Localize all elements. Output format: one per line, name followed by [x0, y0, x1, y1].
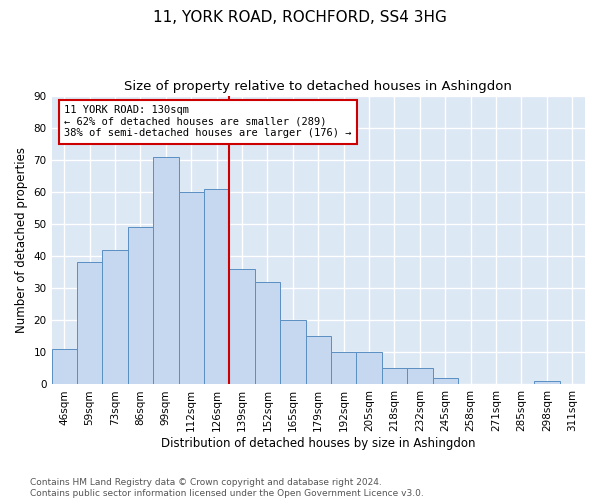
Bar: [128, 227, 153, 384]
Bar: [179, 192, 204, 384]
Bar: [407, 368, 433, 384]
Bar: [382, 368, 407, 384]
Y-axis label: Number of detached properties: Number of detached properties: [15, 147, 28, 333]
Bar: [229, 269, 255, 384]
Bar: [280, 320, 305, 384]
Bar: [52, 349, 77, 384]
Bar: [103, 250, 128, 384]
Bar: [77, 262, 103, 384]
Bar: [153, 156, 179, 384]
Bar: [255, 282, 280, 385]
Bar: [356, 352, 382, 384]
Text: Contains HM Land Registry data © Crown copyright and database right 2024.
Contai: Contains HM Land Registry data © Crown c…: [30, 478, 424, 498]
Title: Size of property relative to detached houses in Ashingdon: Size of property relative to detached ho…: [124, 80, 512, 93]
Bar: [204, 188, 229, 384]
Bar: [331, 352, 356, 384]
Text: 11, YORK ROAD, ROCHFORD, SS4 3HG: 11, YORK ROAD, ROCHFORD, SS4 3HG: [153, 10, 447, 25]
Bar: [305, 336, 331, 384]
X-axis label: Distribution of detached houses by size in Ashingdon: Distribution of detached houses by size …: [161, 437, 476, 450]
Text: 11 YORK ROAD: 130sqm
← 62% of detached houses are smaller (289)
38% of semi-deta: 11 YORK ROAD: 130sqm ← 62% of detached h…: [64, 105, 352, 138]
Bar: [433, 378, 458, 384]
Bar: [534, 381, 560, 384]
